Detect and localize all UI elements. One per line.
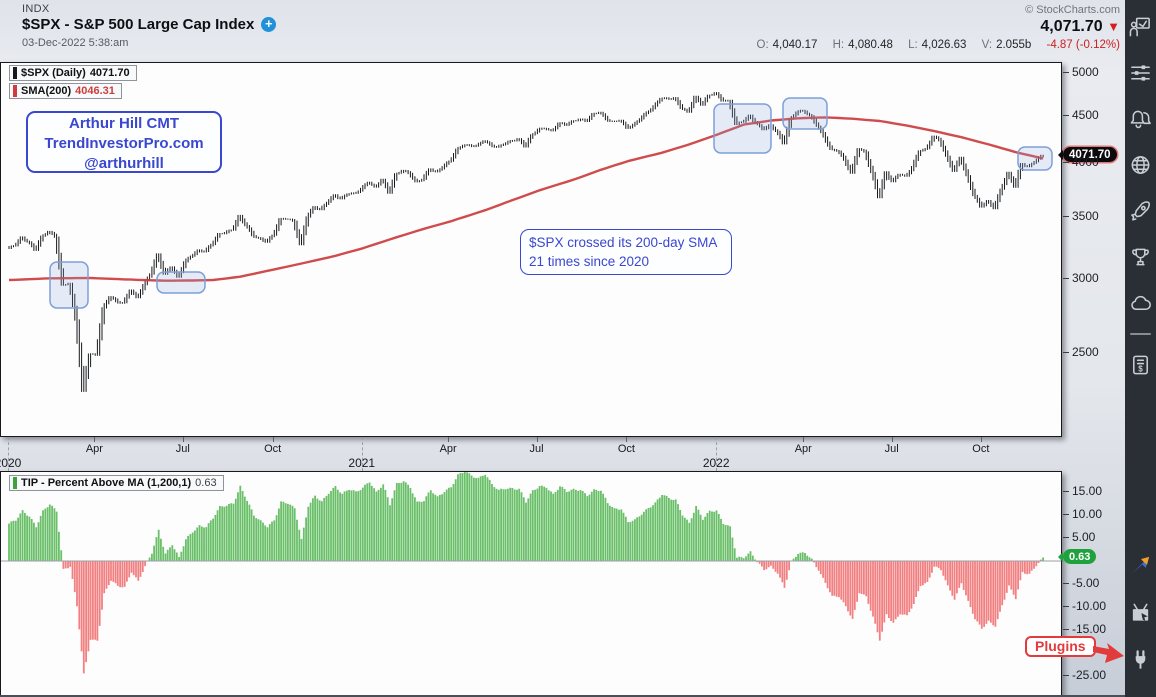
month-tick bbox=[891, 437, 893, 442]
y-axis-tick-label: 4500 bbox=[1063, 108, 1099, 122]
year-label: 2020 bbox=[0, 456, 22, 470]
sidebar-divider bbox=[1130, 333, 1151, 335]
y-axis-tick-label: 5.00 bbox=[1063, 530, 1095, 544]
sma-legend: SMA(200) 4046.31 bbox=[9, 83, 122, 99]
month-label: Oct bbox=[617, 443, 635, 455]
y-axis-tick-label: 4000 bbox=[1063, 155, 1099, 169]
rocket-icon[interactable] bbox=[1129, 200, 1152, 223]
year-tick bbox=[716, 437, 718, 471]
y-axis-tick-label: -10.00 bbox=[1063, 599, 1106, 613]
sma200-line bbox=[8, 116, 1044, 282]
month-tick bbox=[182, 437, 184, 442]
cloud-icon[interactable] bbox=[1129, 292, 1152, 315]
month-label: Jul bbox=[175, 443, 190, 455]
invoice-icon[interactable]: $ bbox=[1129, 354, 1152, 377]
alerts-bells-icon[interactable] bbox=[1129, 108, 1152, 131]
indicator-value-tag: 0.63 bbox=[1063, 549, 1097, 564]
y-axis-tick-label: 2500 bbox=[1063, 345, 1099, 359]
month-label: Apr bbox=[439, 443, 457, 455]
month-label: Jul bbox=[529, 443, 544, 455]
change-value: -4.87 (-0.12%) bbox=[1046, 39, 1120, 51]
indicator-chart bbox=[1, 472, 1061, 674]
ohlc-row: O: 4,040.17 H: 4,080.48 L: 4,026.63 V: 2.055… bbox=[756, 39, 1121, 51]
month-tick bbox=[94, 437, 96, 442]
copyright: © StockCharts.com bbox=[1025, 4, 1120, 16]
author-annotation: Arthur Hill CMT TrendInvestorPro.com @ar… bbox=[26, 111, 222, 173]
month-label: Oct bbox=[972, 443, 990, 455]
sma-cross-highlight-box bbox=[49, 261, 89, 309]
month-tick bbox=[626, 437, 628, 442]
month-tick bbox=[803, 437, 805, 442]
month-tick bbox=[272, 437, 274, 442]
last-price-tag: 4071.70 bbox=[1063, 147, 1117, 162]
sma-swatch bbox=[13, 85, 17, 97]
sma-cross-highlight-box bbox=[1017, 146, 1053, 171]
y-axis-tick-label: 10.00 bbox=[1063, 507, 1102, 521]
ohlc-bars bbox=[8, 92, 1044, 392]
sliders-icon[interactable] bbox=[1129, 62, 1152, 85]
plug-icon[interactable] bbox=[1129, 649, 1152, 672]
year-label: 2022 bbox=[702, 456, 730, 470]
sma-cross-highlight-box bbox=[156, 271, 206, 294]
year-tick bbox=[8, 437, 9, 471]
indicator-swatch bbox=[13, 477, 17, 489]
year-label: 2021 bbox=[348, 456, 376, 470]
month-tick bbox=[536, 437, 538, 442]
month-label: Oct bbox=[264, 443, 282, 455]
sma-cross-annotation: $SPX crossed its 200-day SMA 21 times si… bbox=[520, 229, 732, 275]
month-label: Jul bbox=[884, 443, 899, 455]
month-tick bbox=[980, 437, 982, 442]
percent-below-ma-bars bbox=[62, 561, 1040, 674]
add-plus-icon[interactable]: + bbox=[261, 17, 277, 32]
tv-ad-icon[interactable] bbox=[1129, 602, 1152, 625]
trophy-icon[interactable] bbox=[1129, 246, 1152, 269]
y-axis-tick-label: 15.00 bbox=[1063, 484, 1102, 498]
down-triangle-icon: ▼ bbox=[1107, 19, 1120, 34]
y-axis-tick-label: -15.00 bbox=[1063, 622, 1106, 636]
percent-above-ma-bars bbox=[8, 472, 1044, 561]
svg-text:$: $ bbox=[1138, 365, 1143, 374]
y-axis-tick-label: 3500 bbox=[1063, 209, 1099, 223]
year-tick bbox=[361, 437, 363, 471]
month-label: Apr bbox=[85, 443, 103, 455]
y-axis-tick-label: -5.00 bbox=[1063, 576, 1099, 590]
last-price: 4,071.70 ▼ bbox=[1040, 18, 1120, 35]
presentation-icon[interactable] bbox=[1129, 16, 1152, 39]
timestamp: 03-Dec-2022 5:38:am bbox=[22, 37, 129, 49]
price-chart bbox=[8, 92, 1053, 392]
x-axis: Apr Jul Oct Apr Jul Oct Apr Jul Oct 2020 2021 2022 bbox=[0, 437, 1062, 471]
header-right: © StockCharts.com 4,071.70 ▼ O: 4,040.17 … bbox=[753, 4, 1121, 51]
plugins-arrow-icon bbox=[1093, 643, 1124, 663]
high-value: 4,080.48 bbox=[848, 39, 893, 51]
indicator-panel: TIP - Percent Above MA (1,200,1) 0.63 bbox=[0, 471, 1062, 697]
y-axis-tick-label: 5000 bbox=[1063, 65, 1099, 79]
month-label: Apr bbox=[794, 443, 812, 455]
globe-icon[interactable] bbox=[1129, 154, 1152, 177]
window-bottom-edge bbox=[0, 695, 1125, 697]
low-value: 4,026.63 bbox=[921, 39, 967, 51]
plugins-callout: Plugins bbox=[1025, 636, 1096, 657]
partner-logo-icon[interactable] bbox=[1129, 554, 1152, 577]
month-tick bbox=[448, 437, 450, 442]
header-left: INDX $SPX - S&P 500 Large Cap Index + 03… bbox=[22, 3, 277, 49]
sma-cross-highlight-box bbox=[713, 103, 772, 154]
spx-swatch bbox=[13, 67, 17, 79]
y-axis-tick-label: -25.00 bbox=[1063, 668, 1106, 682]
exchange-label: INDX bbox=[22, 3, 50, 15]
y-axis-tick-label: 3000 bbox=[1063, 271, 1099, 285]
indicator-legend: TIP - Percent Above MA (1,200,1) 0.63 bbox=[9, 475, 224, 491]
price-chart-panel: $SPX (Daily) 4071.70 SMA(200) 4046.31 Ar… bbox=[0, 62, 1062, 437]
volume-value: 2.055b bbox=[996, 39, 1032, 51]
open-value: 4,040.17 bbox=[772, 39, 818, 51]
price-legend: $SPX (Daily) 4071.70 bbox=[9, 65, 137, 81]
page-title: $SPX - S&P 500 Large Cap Index bbox=[22, 16, 255, 33]
sidebar: $ bbox=[1125, 0, 1156, 697]
sma-cross-highlight-box bbox=[782, 97, 828, 130]
